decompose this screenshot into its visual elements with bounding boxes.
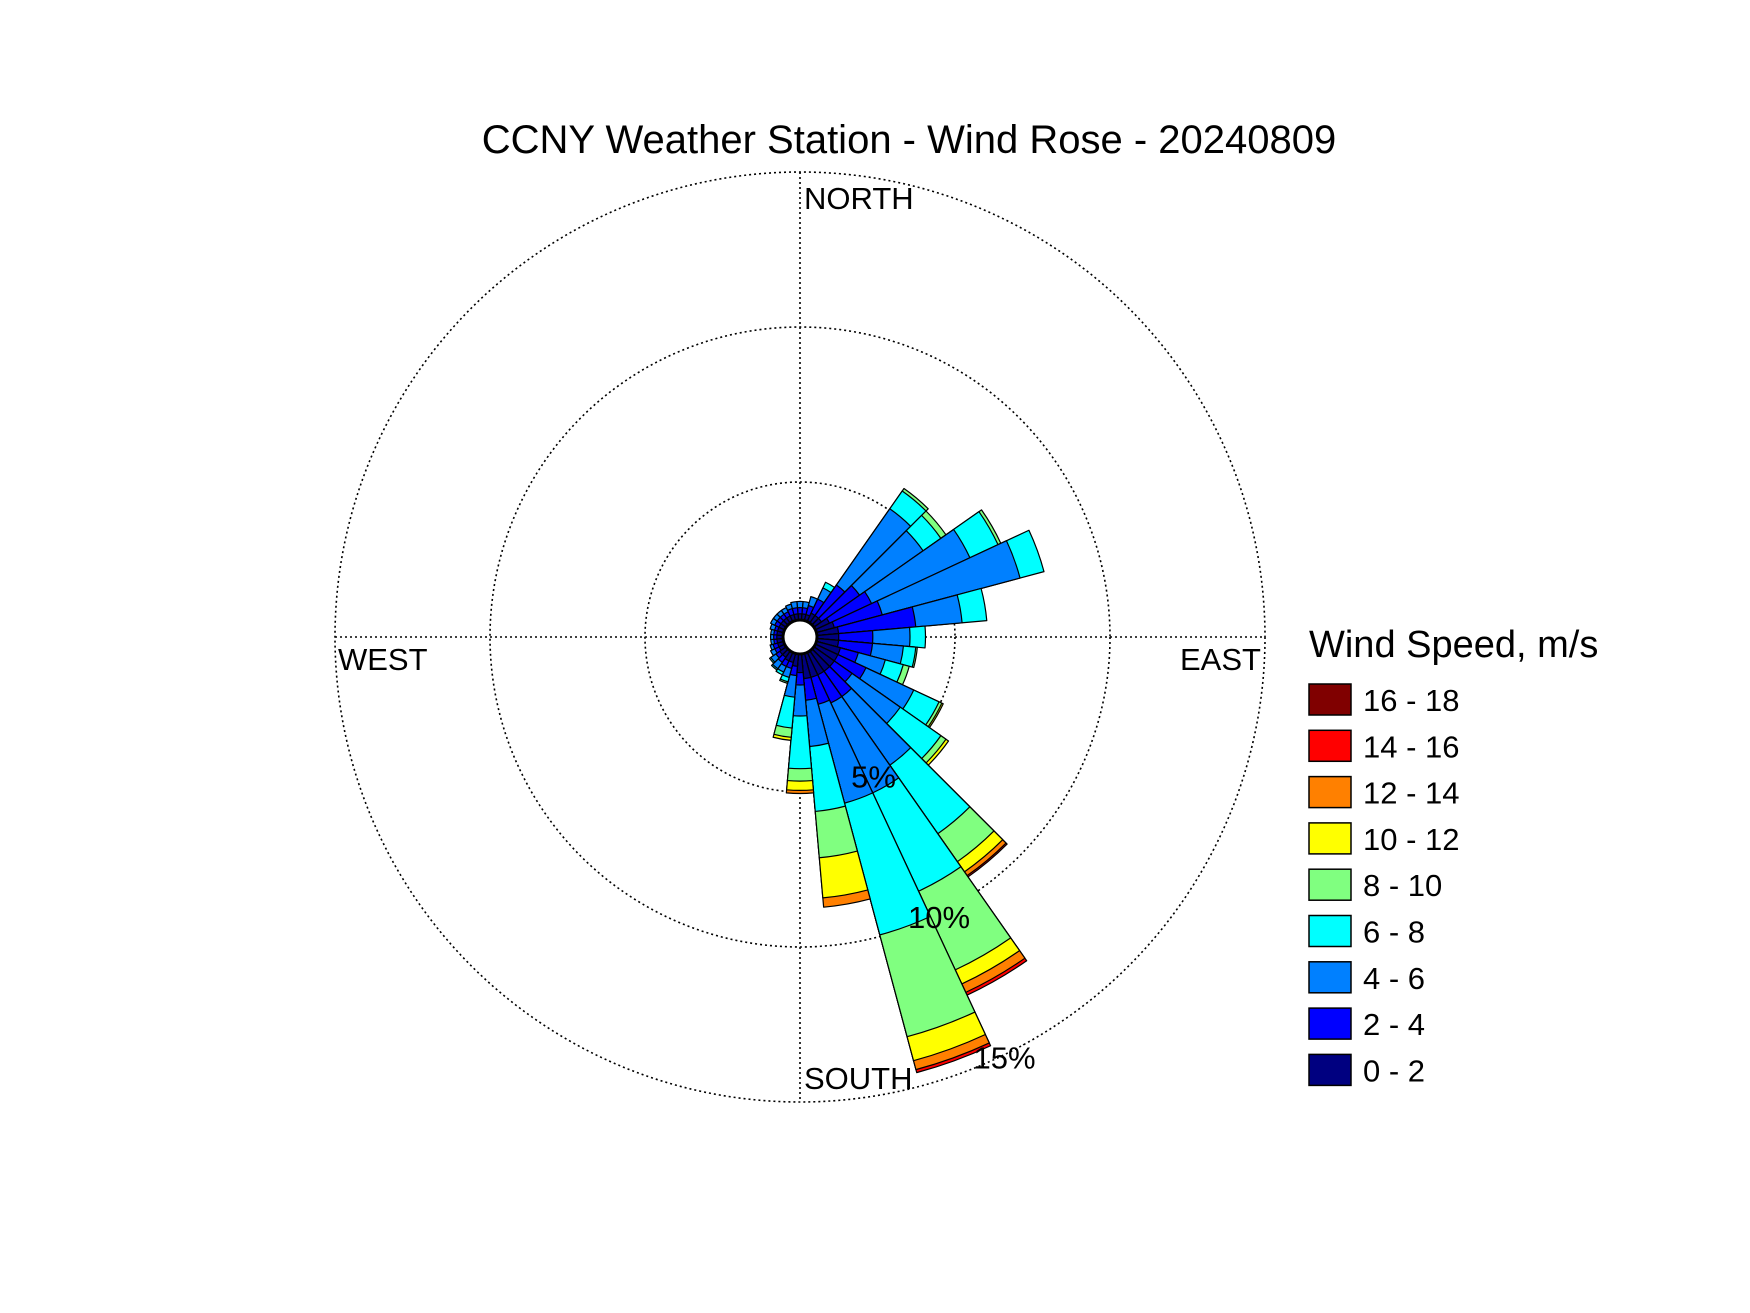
legend-label: 6 - 8: [1363, 915, 1425, 950]
sector-100: [809, 637, 918, 669]
legend-item: 4 - 6: [1308, 961, 1425, 996]
legend-swatch: [1308, 961, 1352, 994]
legend-item: 14 - 16: [1308, 729, 1460, 764]
south-label: SOUTH: [804, 1061, 913, 1096]
north-label: NORTH: [804, 181, 914, 216]
legend-item: 8 - 10: [1308, 868, 1442, 903]
wind-rose-wedges: [768, 487, 1045, 1074]
legend-label: 16 - 18: [1363, 683, 1460, 718]
legend-label: 14 - 16: [1363, 729, 1460, 764]
legend-swatch: [1308, 683, 1352, 716]
west-label: WEST: [338, 642, 428, 677]
legend-title: Wind Speed, m/s: [1309, 624, 1598, 666]
legend-label: 12 - 14: [1363, 776, 1460, 811]
legend-item: 16 - 18: [1308, 683, 1460, 718]
legend-label: 10 - 12: [1363, 822, 1460, 857]
ring-label-15: 15%: [973, 1040, 1035, 1075]
legend-item: 0 - 2: [1308, 1053, 1425, 1088]
legend-swatch: [1308, 1053, 1352, 1087]
legend-label: 0 - 2: [1363, 1053, 1425, 1088]
sector-60: [807, 509, 1002, 634]
sector-120: [807, 640, 944, 729]
sector-140: [805, 643, 1008, 878]
legend-label: 2 - 4: [1363, 1007, 1425, 1042]
sector-160: [802, 645, 992, 1074]
legend-label: 8 - 10: [1363, 868, 1442, 903]
legend-item: 10 - 12: [1308, 822, 1460, 857]
legend-swatch: [1308, 729, 1352, 763]
ring-labels: 5% 10% 15%: [851, 759, 1035, 1075]
east-label: EAST: [1180, 642, 1261, 677]
legend-swatch: [1308, 822, 1352, 855]
ring-label-10: 10%: [908, 900, 970, 935]
chart-title: CCNY Weather Station - Wind Rose - 20240…: [482, 118, 1337, 162]
legend: Wind Speed, m/s 16 - 18 14 - 16 12 - 14 10 …: [1308, 624, 1598, 1088]
legend-swatch: [1308, 868, 1352, 901]
legend-item: 2 - 4: [1308, 1007, 1425, 1042]
legend-item: 6 - 8: [1308, 914, 1425, 950]
legend-item: 12 - 14: [1308, 775, 1460, 811]
sector-70: [808, 529, 1045, 635]
sector-40: [805, 487, 929, 631]
legend-label: 4 - 6: [1363, 961, 1425, 996]
sector-50: [806, 510, 947, 632]
legend-swatch: [1308, 775, 1352, 809]
sector-130: [806, 642, 950, 766]
legend-swatch: [1308, 1007, 1352, 1040]
ring-label-5: 5%: [851, 759, 896, 794]
sector-150: [803, 644, 1028, 996]
legend-swatch: [1308, 914, 1352, 948]
calm-center-circle: [781, 618, 819, 656]
